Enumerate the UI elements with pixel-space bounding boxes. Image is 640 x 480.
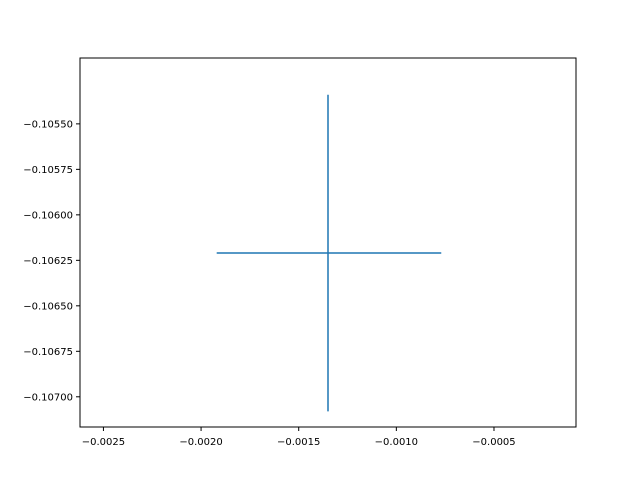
y-tick-label: −0.10600 xyxy=(23,210,73,221)
y-tick-label: −0.10650 xyxy=(23,301,73,312)
y-tick-label: −0.10625 xyxy=(23,256,73,267)
y-tick-label: −0.10675 xyxy=(23,347,73,358)
x-axis: −0.0025 −0.0020 −0.0015 −0.0010 −0.0005 xyxy=(82,427,516,448)
y-axis: −0.10550 −0.10575 −0.10600 −0.10625 −0.10650… xyxy=(23,119,80,403)
y-tick-label: −0.10700 xyxy=(23,392,73,403)
y-tick-label: −0.10575 xyxy=(23,165,73,176)
x-tick-label: −0.0020 xyxy=(179,437,222,448)
x-tick-label: −0.0005 xyxy=(472,437,515,448)
x-tick-label: −0.0015 xyxy=(277,437,320,448)
x-tick-label: −0.0010 xyxy=(375,437,418,448)
x-tick-label: −0.0025 xyxy=(82,437,125,448)
error-series xyxy=(216,94,442,412)
y-tick-label: −0.10550 xyxy=(23,119,73,130)
